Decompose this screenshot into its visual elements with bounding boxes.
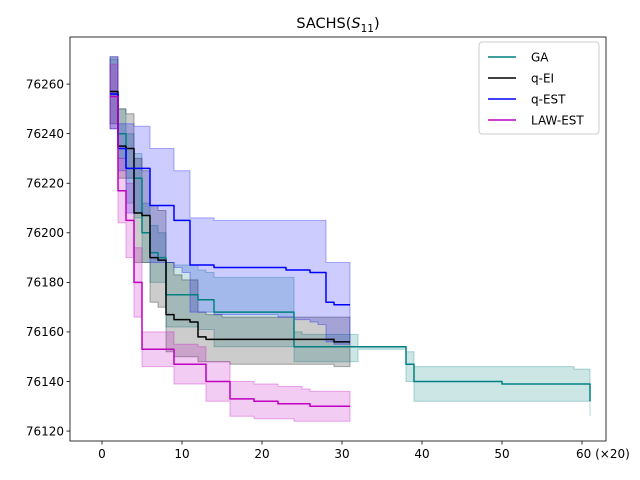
chart-title: SACHS(S11) [296,16,379,35]
x-tick-label: 60 (×20) [576,447,630,461]
confidence-bands [109,56,591,422]
y-tick-label: 76200 [26,226,64,240]
y-tick-label: 76180 [26,276,64,290]
chart-title-close: ) [374,16,380,32]
y-tick-label: 76220 [26,177,64,191]
band-q-ei [109,56,351,368]
x-tick-label: 20 [254,447,269,461]
y-tick-label: 76260 [26,77,64,91]
band-q-est [109,56,351,345]
x-tick-label: 30 [334,447,349,461]
legend-label-q-est: q-EST [531,92,566,106]
plot-frame [69,36,607,442]
y-tick-label: 76160 [26,325,64,339]
y-tick-label: 76140 [26,375,64,389]
axes: 0 10 20 30 40 50 60 (×20) 76120 76140 76160 76180 7… [26,36,630,461]
series-lines [110,90,591,408]
chart-title-main: SACHS( [296,16,351,32]
line-q-est [110,93,350,306]
legend: GA q-EI q-EST LAW-EST [478,41,600,135]
x-tick-label: 0 [98,447,106,461]
legend-label-ga: GA [531,50,549,64]
x-tick-label: 40 [414,447,429,461]
legend-label-law-est: LAW-EST [531,113,584,127]
line-q-ei [110,90,350,343]
legend-box [478,41,600,135]
x-tick-label: 50 [494,447,509,461]
line-law-est [110,95,350,408]
legend-label-q-ei: q-EI [531,71,554,85]
x-tick-label: 10 [174,447,189,461]
band-law-est [109,63,351,422]
line-ga [110,93,591,402]
y-tick-label: 76120 [26,424,64,438]
chart-title-subscript: 11 [361,23,374,35]
band-ga [109,58,591,417]
chart-title-symbol: S [351,16,360,32]
y-tick-label: 76240 [26,127,64,141]
